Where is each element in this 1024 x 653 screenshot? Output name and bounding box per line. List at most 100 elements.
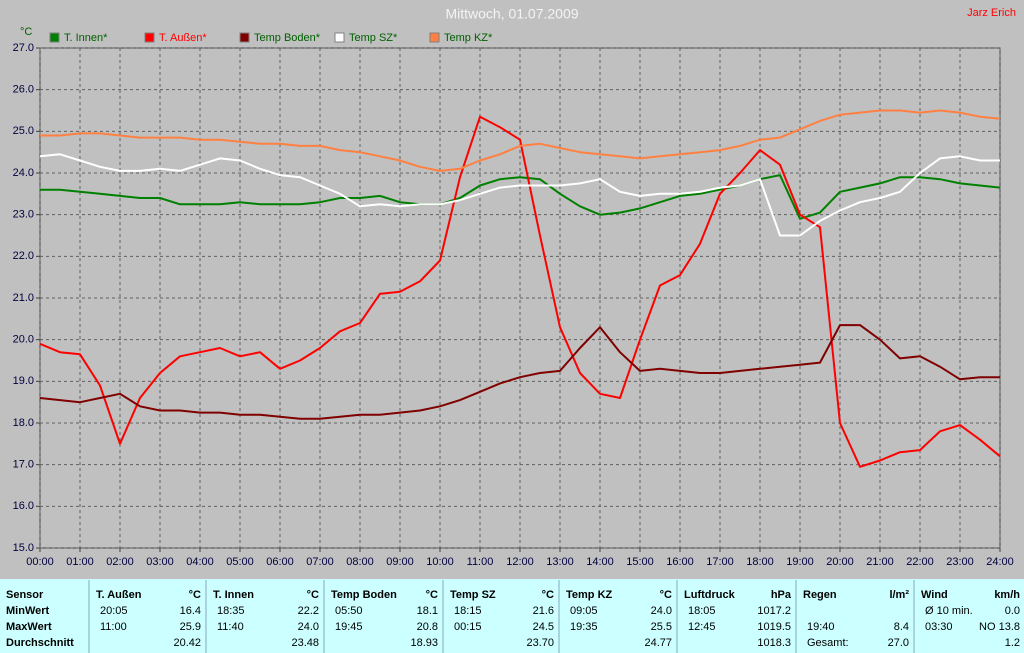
- y-tick-label: 24.0: [13, 167, 34, 179]
- column-unit: °C: [426, 589, 438, 601]
- x-tick-label: 06:00: [266, 556, 294, 568]
- column-unit: °C: [660, 589, 672, 601]
- x-tick-label: 07:00: [306, 556, 334, 568]
- cell-time: 18:15: [454, 605, 482, 617]
- x-tick-label: 03:00: [146, 556, 174, 568]
- column-unit: hPa: [771, 589, 792, 601]
- series-line: [39, 324, 1000, 420]
- column-header: T. Außen: [96, 589, 142, 601]
- cell-value: 24.77: [644, 637, 672, 649]
- y-tick-label: 17.0: [13, 459, 34, 471]
- column-header: Regen: [803, 589, 837, 601]
- x-tick-label: 02:00: [106, 556, 134, 568]
- cell-time: 18:35: [217, 605, 245, 617]
- cell-value: NO 13.8: [979, 621, 1020, 633]
- x-tick-label: 20:00: [826, 556, 854, 568]
- cell-time: 18:05: [688, 605, 716, 617]
- cell-time: 19:45: [335, 621, 363, 633]
- y-tick-label: 23.0: [13, 209, 34, 221]
- series-line: [40, 174, 1001, 220]
- legend-label: Temp SZ*: [349, 32, 398, 44]
- cell-value: 24.5: [533, 621, 554, 633]
- column-unit: km/h: [994, 589, 1020, 601]
- cell-value: 24.0: [651, 605, 672, 617]
- cell-time: 11:00: [100, 621, 127, 633]
- cell-value: 0.0: [1005, 605, 1020, 617]
- cell-value: 1018.3: [757, 637, 791, 649]
- series-line: [40, 109, 1001, 172]
- cell-value: 20.42: [173, 637, 201, 649]
- cell-value: 25.9: [180, 621, 201, 633]
- cell-time: 09:05: [570, 605, 598, 617]
- x-tick-label: 09:00: [386, 556, 414, 568]
- legend-label: Temp Boden*: [254, 32, 321, 44]
- cell-value: 1017.2: [757, 605, 791, 617]
- column-header: Temp SZ: [450, 589, 496, 601]
- table-header: Sensor: [6, 589, 44, 601]
- column-header: Temp KZ: [566, 589, 613, 601]
- y-tick-label: 26.0: [13, 84, 34, 96]
- cell-value: 20.8: [417, 621, 438, 633]
- x-tick-label: 14:00: [586, 556, 614, 568]
- x-tick-label: 11:00: [467, 556, 494, 568]
- cell-value: 27.0: [888, 637, 909, 649]
- cell-value: 24.0: [298, 621, 319, 633]
- column-unit: °C: [542, 589, 554, 601]
- x-tick-label: 05:00: [226, 556, 254, 568]
- x-tick-label: 22:00: [906, 556, 934, 568]
- legend-label: T. Innen*: [64, 32, 108, 44]
- cell-time: 12:45: [688, 621, 716, 633]
- annotation: Jarz Erich: [967, 7, 1016, 19]
- x-tick-label: 19:00: [786, 556, 814, 568]
- x-tick-label: 15:00: [626, 556, 654, 568]
- cell-time: 03:30: [925, 621, 953, 633]
- x-tick-label: 17:00: [706, 556, 734, 568]
- cell-value: 21.6: [533, 605, 554, 617]
- legend-label: T. Außen*: [159, 32, 207, 44]
- y-tick-label: 27.0: [13, 42, 34, 54]
- column-header: Temp Boden: [331, 589, 397, 601]
- series-line: [39, 115, 1001, 468]
- y-tick-label: 19.0: [13, 375, 34, 387]
- cell-value: 18.1: [417, 605, 438, 617]
- row-label: MinWert: [6, 605, 50, 617]
- cell-time: 05:50: [335, 605, 363, 617]
- cell-value: 1019.5: [757, 621, 791, 633]
- cell-time: Ø 10 min.: [925, 605, 973, 617]
- column-header: Luftdruck: [684, 589, 736, 601]
- x-tick-label: 08:00: [346, 556, 374, 568]
- cell-time: Gesamt:: [807, 637, 849, 649]
- legend-swatch: [334, 32, 345, 43]
- legend-swatch: [239, 32, 250, 43]
- y-tick-label: 22.0: [13, 250, 34, 262]
- cell-value: 23.70: [526, 637, 554, 649]
- x-tick-label: 01:00: [66, 556, 94, 568]
- column-unit: °C: [307, 589, 319, 601]
- cell-time: 19:35: [570, 621, 598, 633]
- cell-time: 19:40: [807, 621, 835, 633]
- y-axis-label: °C: [20, 26, 32, 38]
- legend-label: Temp KZ*: [444, 32, 493, 44]
- x-tick-label: 10:00: [426, 556, 454, 568]
- column-header: Wind: [921, 589, 948, 601]
- y-tick-label: 15.0: [13, 542, 34, 554]
- legend-swatch: [49, 32, 60, 43]
- cell-value: 23.48: [291, 637, 319, 649]
- y-tick-label: 18.0: [13, 417, 34, 429]
- y-tick-label: 16.0: [13, 500, 34, 512]
- x-tick-label: 04:00: [186, 556, 214, 568]
- x-tick-label: 12:00: [506, 556, 534, 568]
- x-tick-label: 23:00: [946, 556, 974, 568]
- x-tick-label: 18:00: [746, 556, 774, 568]
- cell-time: 00:15: [454, 621, 482, 633]
- column-unit: l/m²: [889, 589, 909, 601]
- cell-value: 25.5: [651, 621, 672, 633]
- column-header: T. Innen: [213, 589, 254, 601]
- series-line: [39, 153, 1000, 237]
- legend-swatch: [429, 32, 440, 43]
- legend-swatch: [144, 32, 155, 43]
- row-label: MaxWert: [6, 621, 52, 633]
- column-unit: °C: [189, 589, 201, 601]
- cell-value: 8.4: [894, 621, 909, 633]
